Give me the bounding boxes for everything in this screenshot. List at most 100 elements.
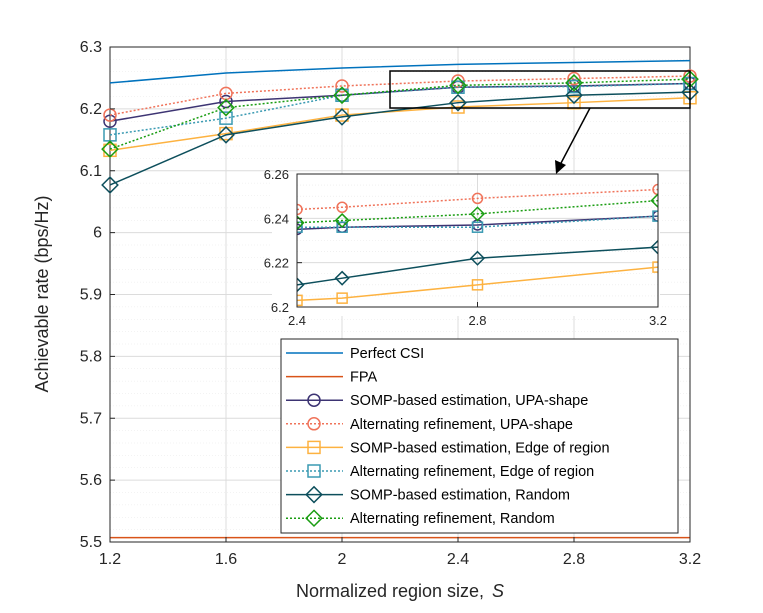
legend-label: Alternating refinement, Edge of region (350, 464, 594, 480)
main-y-tick-label: 5.8 (80, 348, 102, 365)
inset-marker-somp-based-estimation-random (297, 277, 305, 293)
main-y-tick-label: 5.6 (80, 472, 102, 489)
main-marker-somp-based-estimation-random (101, 176, 119, 194)
main-y-tick-label: 6.1 (80, 163, 102, 180)
inset-series-somp-based-estimation-edge-of-region (297, 261, 658, 307)
zoom-arrow-shaft (559, 107, 591, 166)
inset-y-tick-label: 6.26 (264, 167, 289, 182)
inset-marker-somp-based-estimation-edge-of-region (336, 292, 348, 304)
legend-item-somp-based-estimation-edge-of-region: SOMP-based estimation, Edge of region (286, 440, 610, 456)
legend-label: Perfect CSI (350, 346, 424, 362)
inset-line-alternating-refinement-upa-shape (297, 188, 658, 211)
main-line-alternating-refinement-edge-of-region (109, 82, 691, 136)
inset-line-alternating-refinement-random (297, 199, 658, 224)
legend-label: SOMP-based estimation, UPA-shape (350, 393, 588, 409)
inset-series-alternating-refinement-edge-of-region (297, 210, 658, 233)
inset-marker-alternating-refinement-edge-of-region (471, 221, 484, 233)
inset-tick-labels: 6.2 6.22 6.24 6.26 2.4 2.8 3.2 (264, 167, 667, 328)
legend-item-alternating-refinement-edge-of-region: Alternating refinement, Edge of region (286, 464, 594, 480)
inset-marker-alternating-refinement-edge-of-region (336, 221, 348, 233)
main-x-tick-label: 1.2 (99, 551, 121, 568)
legend: Perfect CSI FPA SOMP-based estimation, UPA… (280, 338, 679, 534)
x-axis-label: Normalized region size, S (296, 581, 504, 601)
main-x-tick-label: 2 (338, 551, 347, 568)
inset-series-alternating-refinement-random (297, 193, 658, 231)
inset-line-somp-based-estimation-edge-of-region (297, 266, 658, 302)
inset-series-somp-based-estimation-random (297, 239, 658, 293)
main-line-somp-based-estimation-random (109, 91, 691, 186)
inset-line-somp-based-estimation-upa-shape (297, 215, 658, 231)
main-line-perfect-csi (109, 59, 691, 84)
main-x-tick-label: 3.2 (679, 551, 701, 568)
legend-item-perfect-csi: Perfect CSI (286, 346, 424, 362)
main-series-alternating-refinement-upa-shape (103, 69, 697, 122)
inset-x-tick-label: 3.2 (649, 313, 667, 328)
main-marker-alternating-refinement-random (565, 74, 583, 92)
zoom-arrow-head (555, 160, 566, 174)
main-y-tick-label: 5.5 (80, 534, 102, 551)
inset-marker-alternating-refinement-upa-shape (652, 183, 658, 196)
inset-marker-somp-based-estimation-edge-of-region (652, 261, 658, 273)
legend-marker-sample (307, 417, 321, 431)
legend-marker-sample (305, 509, 323, 528)
inset-x-tick-label: 2.4 (288, 313, 306, 328)
y-axis-label: Achievable rate (bps/Hz) (32, 195, 52, 392)
legend-item-alternating-refinement-random: Alternating refinement, Random (286, 509, 555, 528)
inset-line-somp-based-estimation-random (297, 246, 658, 286)
main-marker-alternating-refinement-edge-of-region (567, 79, 581, 94)
legend-marker-sample (307, 393, 321, 407)
inset-marker-somp-based-estimation-random (334, 270, 350, 286)
main-marker-alternating-refinement-random (333, 86, 351, 105)
main-y-tick-label: 6.2 (80, 101, 102, 118)
main-line-somp-based-estimation-edge-of-region (109, 96, 691, 152)
inset-marker-alternating-refinement-edge-of-region (652, 210, 658, 222)
legend-marker-sample (305, 485, 323, 504)
legend-label: Alternating refinement, UPA-shape (350, 417, 573, 433)
inset-marker-alternating-refinement-random (650, 193, 658, 209)
main-line-alternating-refinement-random (109, 78, 691, 150)
inset-y-tick-label: 6.24 (264, 211, 289, 226)
inset-series-perfect-csi (297, 134, 658, 147)
main-series-perfect-csi (109, 59, 691, 84)
zoom-region-box (389, 70, 691, 109)
main-x-tick-label: 2.4 (447, 551, 469, 568)
inset-marker-alternating-refinement-upa-shape (336, 201, 348, 213)
inset-marker-alternating-refinement-upa-shape (471, 192, 484, 205)
legend-marker-sample (307, 440, 321, 455)
legend-item-somp-based-estimation-random: SOMP-based estimation, Random (286, 485, 570, 504)
legend-label: Alternating refinement, Random (350, 511, 555, 527)
main-x-tick-label: 1.6 (215, 551, 237, 568)
main-marker-alternating-refinement-random (449, 76, 467, 95)
main-marker-alternating-refinement-random (217, 98, 235, 117)
main-y-tick-label: 6 (93, 225, 102, 242)
legend-item-fpa: FPA (286, 370, 377, 386)
main-marker-alternating-refinement-upa-shape (335, 79, 349, 93)
inset-y-tick-label: 6.22 (264, 256, 289, 271)
inset-marker-alternating-refinement-upa-shape (297, 203, 303, 216)
inset-marker-somp-based-estimation-random (650, 239, 658, 255)
main-marker-alternating-refinement-edge-of-region (219, 111, 233, 125)
legend-item-somp-based-estimation-upa-shape: SOMP-based estimation, UPA-shape (286, 393, 588, 409)
main-marker-alternating-refinement-upa-shape (567, 71, 581, 86)
inset-series-alternating-refinement-upa-shape (297, 183, 658, 216)
main-series (101, 59, 699, 539)
inset-background (272, 174, 660, 316)
inset-marker-alternating-refinement-random (334, 212, 350, 229)
inset-marker-alternating-refinement-random (297, 215, 305, 231)
main-y-tick-label: 6.3 (80, 39, 102, 56)
main-marker-alternating-refinement-random (101, 140, 119, 158)
inset-axes: 6.2 6.22 6.24 6.26 2.4 2.8 3.2 (264, 134, 667, 328)
inset-series (297, 134, 658, 307)
inset-line-alternating-refinement-edge-of-region (297, 215, 658, 228)
legend-label: SOMP-based estimation, Random (350, 488, 570, 504)
main-x-tick-label: 2.8 (563, 551, 585, 568)
inset-marker-somp-based-estimation-edge-of-region (297, 294, 303, 307)
inset-y-tick-label: 6.2 (271, 300, 289, 315)
main-marker-somp-based-estimation-upa-shape (219, 94, 233, 109)
legend-marker-sample (307, 464, 321, 478)
main-marker-somp-based-estimation-random (217, 126, 235, 144)
main-marker-somp-based-estimation-random (565, 86, 583, 105)
inset-marker-somp-based-estimation-edge-of-region (471, 279, 484, 291)
inset-marker-somp-based-estimation-random (469, 250, 486, 266)
main-y-tick-label: 5.9 (80, 287, 102, 304)
